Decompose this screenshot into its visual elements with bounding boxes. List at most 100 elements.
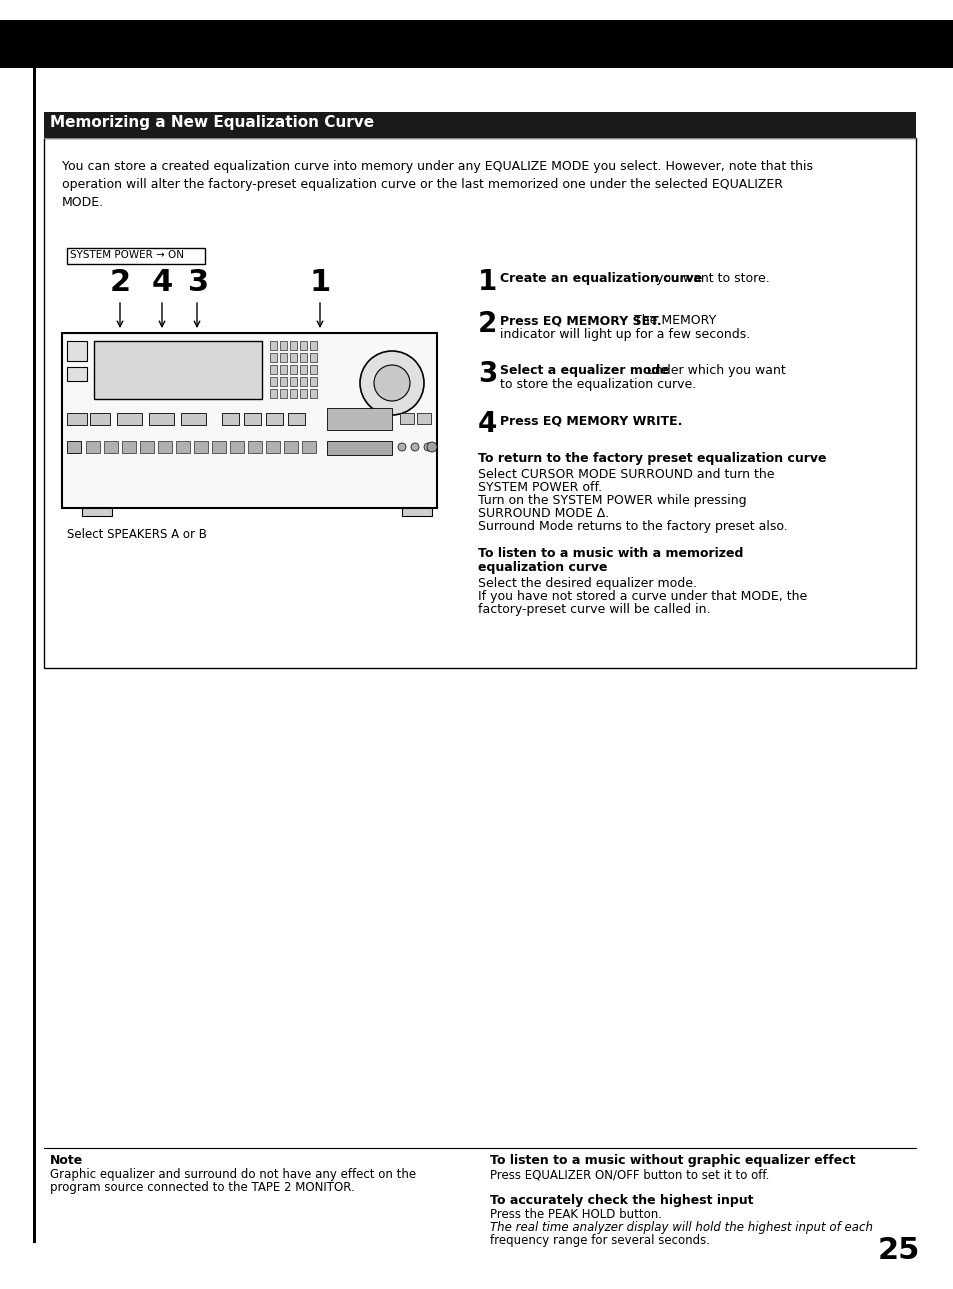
Bar [310, 365, 316, 374]
Bar [401, 508, 432, 516]
Text: program source connected to the TAPE 2 MONITOR.: program source connected to the TAPE 2 M… [50, 1181, 355, 1194]
Circle shape [427, 442, 436, 452]
Bar [280, 353, 287, 362]
Bar [310, 342, 316, 351]
Circle shape [374, 365, 410, 401]
Bar [104, 441, 118, 452]
Text: To listen to a music with a memorized: To listen to a music with a memorized [477, 547, 742, 559]
Bar [299, 342, 307, 351]
Bar [327, 441, 392, 455]
Bar [67, 441, 81, 452]
Bar [290, 365, 296, 374]
Bar [122, 441, 136, 452]
Bar [62, 333, 436, 508]
Circle shape [359, 351, 423, 415]
Text: 4: 4 [152, 268, 173, 296]
Bar [270, 389, 276, 398]
Bar [44, 112, 915, 138]
Text: equalization curve: equalization curve [477, 561, 607, 574]
Bar [230, 441, 244, 452]
Circle shape [397, 443, 406, 451]
Bar [310, 389, 316, 398]
Bar [67, 342, 87, 361]
Bar [212, 441, 226, 452]
Text: Press the PEAK HOLD button.: Press the PEAK HOLD button. [490, 1208, 661, 1221]
Bar [299, 365, 307, 374]
Text: frequency range for several seconds.: frequency range for several seconds. [490, 1234, 709, 1246]
Bar [290, 389, 296, 398]
Text: to store the equalization curve.: to store the equalization curve. [499, 378, 696, 391]
Bar [175, 441, 190, 452]
Text: SYSTEM POWER off.: SYSTEM POWER off. [477, 481, 601, 494]
Text: you want to store.: you want to store. [651, 272, 769, 285]
Text: Select CURSOR MODE SURROUND and turn the: Select CURSOR MODE SURROUND and turn the [477, 468, 774, 481]
Bar [270, 342, 276, 351]
Bar [94, 342, 262, 400]
Bar [327, 409, 392, 431]
Text: Surround Mode returns to the factory preset also.: Surround Mode returns to the factory pre… [477, 519, 787, 532]
Bar [270, 376, 276, 385]
Text: 1: 1 [477, 268, 497, 296]
Text: To return to the factory preset equalization curve: To return to the factory preset equaliza… [477, 452, 825, 465]
Bar [0, 21, 953, 68]
Text: Press EQ MEMORY WRITE.: Press EQ MEMORY WRITE. [499, 414, 681, 427]
Bar [280, 342, 287, 351]
Text: 2: 2 [477, 309, 497, 338]
Bar [270, 365, 276, 374]
Text: The MEMORY: The MEMORY [629, 315, 716, 327]
Text: Turn on the SYSTEM POWER while pressing: Turn on the SYSTEM POWER while pressing [477, 494, 746, 507]
Bar [67, 367, 87, 382]
Bar [299, 353, 307, 362]
Text: To listen to a music without graphic equalizer effect: To listen to a music without graphic equ… [490, 1154, 855, 1167]
Text: If you have not stored a curve under that MODE, the: If you have not stored a curve under tha… [477, 590, 806, 603]
Bar [86, 441, 100, 452]
Text: Select SPEAKERS A or B: Select SPEAKERS A or B [67, 528, 207, 541]
Text: Select a equalizer mode: Select a equalizer mode [499, 363, 668, 376]
Text: factory-preset curve will be called in.: factory-preset curve will be called in. [477, 603, 710, 616]
Text: Press EQUALIZER ON/OFF button to set it to off.: Press EQUALIZER ON/OFF button to set it … [490, 1168, 768, 1181]
Bar [90, 412, 110, 425]
Bar [181, 412, 206, 425]
Text: SYSTEM POWER → ON: SYSTEM POWER → ON [70, 250, 184, 260]
Bar [266, 412, 283, 425]
Bar [248, 441, 262, 452]
Text: Press EQ MEMORY SET.: Press EQ MEMORY SET. [499, 315, 661, 327]
Bar [67, 247, 205, 264]
Text: 2: 2 [110, 268, 131, 296]
Text: 4: 4 [477, 410, 497, 438]
Bar [299, 376, 307, 385]
Bar [399, 412, 414, 424]
Text: Select the desired equalizer mode.: Select the desired equalizer mode. [477, 577, 697, 590]
Bar [193, 441, 208, 452]
Circle shape [423, 443, 432, 451]
Text: The real time analyzer display will hold the highest input of each: The real time analyzer display will hold… [490, 1221, 872, 1234]
Text: under which you want: under which you want [642, 363, 785, 376]
Bar [284, 441, 297, 452]
Bar [290, 353, 296, 362]
Bar [280, 376, 287, 385]
Bar [33, 68, 36, 1243]
Bar [299, 389, 307, 398]
Bar [280, 365, 287, 374]
Text: To accurately check the highest input: To accurately check the highest input [490, 1194, 753, 1207]
Bar [140, 441, 153, 452]
Bar [280, 389, 287, 398]
Text: 3: 3 [477, 360, 497, 388]
Bar [67, 412, 87, 425]
Bar [310, 353, 316, 362]
Bar [310, 376, 316, 385]
Bar [270, 353, 276, 362]
Bar [290, 376, 296, 385]
Text: 1: 1 [310, 268, 331, 296]
Text: You can store a created equalization curve into memory under any EQUALIZE MODE y: You can store a created equalization cur… [62, 160, 812, 209]
Circle shape [411, 443, 418, 451]
Bar [149, 412, 173, 425]
Text: Create an equalization curve: Create an equalization curve [499, 272, 701, 285]
Bar [290, 342, 296, 351]
Bar [158, 441, 172, 452]
Text: 25: 25 [877, 1236, 919, 1265]
Bar [288, 412, 305, 425]
Bar [117, 412, 142, 425]
Bar [266, 441, 280, 452]
Text: Graphic equalizer and surround do not have any effect on the: Graphic equalizer and surround do not ha… [50, 1168, 416, 1181]
